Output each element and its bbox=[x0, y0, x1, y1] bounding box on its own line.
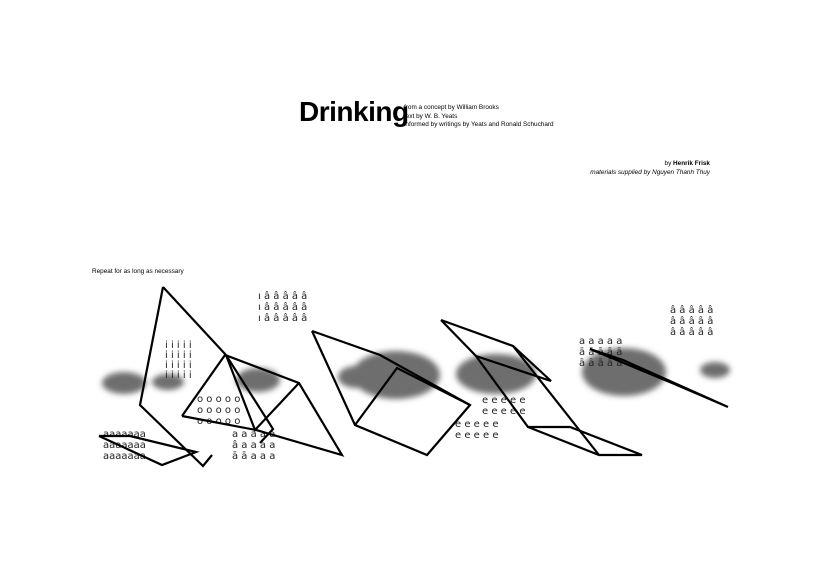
glyph-row: ā ā a a a bbox=[232, 451, 275, 462]
prism-shape bbox=[440, 318, 552, 383]
glyph-row: i i i i i bbox=[165, 350, 192, 361]
glyph-row: o o o o o bbox=[197, 416, 240, 427]
glyph-row: i i i i i bbox=[165, 370, 192, 381]
glyph-row: â a a a a bbox=[232, 439, 275, 451]
prism-shape bbox=[512, 345, 600, 456]
glyph-row: o o o o o bbox=[197, 405, 240, 416]
glyph-row: ı â â â â â bbox=[258, 290, 307, 302]
page-title: Drinking bbox=[299, 96, 409, 127]
glyph-row: aaaaaaa bbox=[103, 440, 146, 451]
prism-shape bbox=[475, 355, 643, 457]
glyph-block-a-lower: a a a a a â a a a a ā ā a a a bbox=[232, 429, 275, 462]
glyph-row: i i i i i bbox=[165, 340, 192, 351]
glyph-block-a-hat-right: â â â â â â â â â â â â â â â bbox=[670, 304, 713, 338]
glyph-block-i: i i i i i i i i i i i i i i i i i i i i bbox=[165, 340, 192, 381]
glyph-row: ı â â â â â bbox=[258, 301, 307, 313]
author-line: by Henrik Frisk bbox=[665, 160, 710, 167]
prism-shape bbox=[354, 366, 471, 426]
glyph-row: ā ā ā ā ā bbox=[579, 358, 622, 369]
credit-informed: informed by writings by Yeats and Ronald… bbox=[404, 121, 554, 129]
credit-concept: from a concept by William Brooks bbox=[404, 104, 499, 111]
credits: from a concept by William Brooks text by… bbox=[404, 104, 554, 130]
glyph-row: a a a a a bbox=[232, 429, 275, 440]
author-name: Henrik Frisk bbox=[673, 160, 710, 167]
glyph-row: e e e e e bbox=[455, 419, 498, 430]
glyph-row: a a a a a bbox=[579, 336, 622, 347]
outline-shapes bbox=[98, 286, 729, 468]
glyph-block-a-hat-top: ı â â â â â ı â â â â â ı â â â â â bbox=[258, 290, 307, 324]
credit-text: text by W. B. Yeats bbox=[404, 112, 458, 120]
glyph-row: aaaaaaa bbox=[103, 451, 146, 462]
glyph-row: â â â â â bbox=[670, 315, 713, 327]
glyph-row: ı â â â â â bbox=[258, 312, 307, 324]
spike-shape bbox=[162, 286, 275, 444]
glyph-row: â â â â â bbox=[670, 326, 713, 338]
author-prefix: by bbox=[664, 160, 672, 167]
grey-cluster bbox=[152, 374, 184, 390]
spike-shape bbox=[138, 286, 213, 468]
grey-cluster bbox=[700, 362, 730, 378]
grey-cluster bbox=[236, 368, 280, 392]
grey-clusters bbox=[102, 348, 730, 399]
glyph-row: e e e e e bbox=[455, 430, 498, 441]
fold-shape bbox=[589, 347, 729, 409]
glyph-block-e: e e e e e e e e e e e e e e e e e e e e bbox=[455, 395, 525, 441]
materials-credit: materials supplied by Nguyen Thanh Thuy bbox=[590, 169, 710, 176]
prism-shape bbox=[181, 353, 345, 457]
glyph-row: o o o o o bbox=[197, 394, 240, 405]
glyph-block-o: o o o o o o o o o o o o o o o bbox=[197, 394, 240, 427]
grey-cluster bbox=[582, 348, 666, 396]
glyph-row: i i i i i bbox=[165, 360, 192, 371]
prism-shape bbox=[310, 329, 472, 457]
performance-instruction: Repeat for as long as necessary bbox=[92, 268, 184, 275]
glyph-row: e e e e e bbox=[482, 395, 525, 406]
glyph-row: aaaaaaa bbox=[103, 429, 146, 440]
grey-cluster bbox=[352, 351, 440, 399]
glyph-block-a-dense: aaaaaaa aaaaaaa aaaaaaa bbox=[103, 429, 146, 462]
grey-cluster bbox=[456, 354, 536, 394]
grey-cluster bbox=[102, 372, 146, 394]
glyph-row: â â â â â bbox=[670, 304, 713, 316]
fold-shape bbox=[98, 434, 200, 467]
glyph-row: e e e e e bbox=[482, 406, 525, 417]
prism-shape bbox=[224, 354, 300, 433]
